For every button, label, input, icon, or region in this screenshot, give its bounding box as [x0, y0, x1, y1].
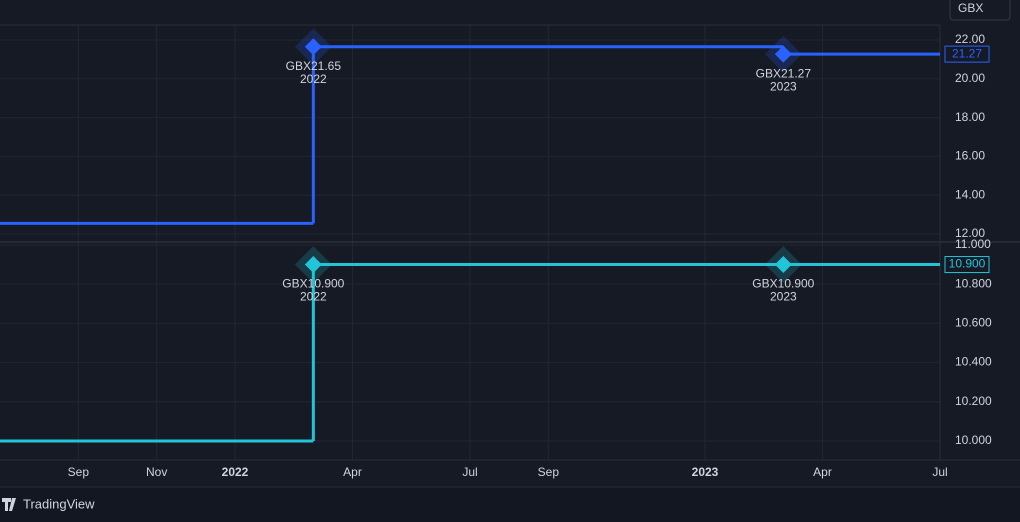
x-tick-label: 2023 [692, 465, 719, 479]
last-value-box [944, 256, 990, 274]
brand-logo[interactable]: TradingView [2, 496, 95, 511]
value-label: GBX10.900 [282, 277, 344, 291]
x-tick-label: Apr [343, 465, 362, 479]
last-value-label: 21.27 [952, 46, 982, 60]
x-tick-label: Sep [538, 465, 560, 479]
x-tick-label: Jul [462, 465, 477, 479]
y-tick-label: 11.000 [955, 237, 991, 251]
period-label: 2023 [770, 79, 797, 93]
y-tick-label: 16.00 [955, 149, 985, 163]
currency-button[interactable]: GBX [949, 0, 1011, 21]
x-tick-label: Jul [932, 465, 947, 479]
period-label: 2022 [300, 72, 327, 86]
period-label: 2023 [770, 290, 797, 304]
last-value-box [944, 45, 990, 63]
y-tick-label: 10.000 [955, 433, 992, 447]
y-tick-label: 18.00 [955, 110, 985, 124]
y-tick-label: 14.00 [955, 187, 985, 201]
x-tick-label: Nov [146, 465, 167, 479]
currency-button-label[interactable]: GBX [958, 1, 983, 15]
period-label: 2022 [300, 290, 327, 304]
y-tick-label: 20.00 [955, 71, 985, 85]
y-tick-label: 10.200 [955, 394, 992, 408]
value-label: GBX10.900 [752, 277, 814, 291]
grid-layer [0, 25, 941, 460]
brand-name[interactable]: TradingView [23, 496, 95, 511]
y-tick-label: 10.400 [955, 355, 992, 369]
x-tick-label: 2022 [222, 465, 249, 479]
last-value-label: 10.900 [949, 257, 986, 271]
currency-button-frame[interactable] [949, 0, 1011, 21]
marker [774, 256, 792, 274]
value-label: GBX21.65 [286, 59, 342, 73]
y-tick-label: 10.800 [955, 276, 992, 290]
y-tick-label: 10.600 [955, 316, 992, 330]
x-tick-label: Sep [68, 465, 90, 479]
value-label: GBX21.27 [756, 66, 812, 80]
x-tick-label: Apr [813, 465, 832, 479]
y-tick-label: 12.00 [955, 226, 985, 240]
marker [774, 45, 792, 63]
y-tick-label: 22.00 [955, 32, 985, 46]
marker [304, 256, 322, 274]
brand-icon[interactable] [2, 498, 16, 511]
plot-layer: 12.0014.0016.0018.0020.0022.00GBX21.6520… [0, 28, 992, 479]
footer [0, 487, 1020, 522]
